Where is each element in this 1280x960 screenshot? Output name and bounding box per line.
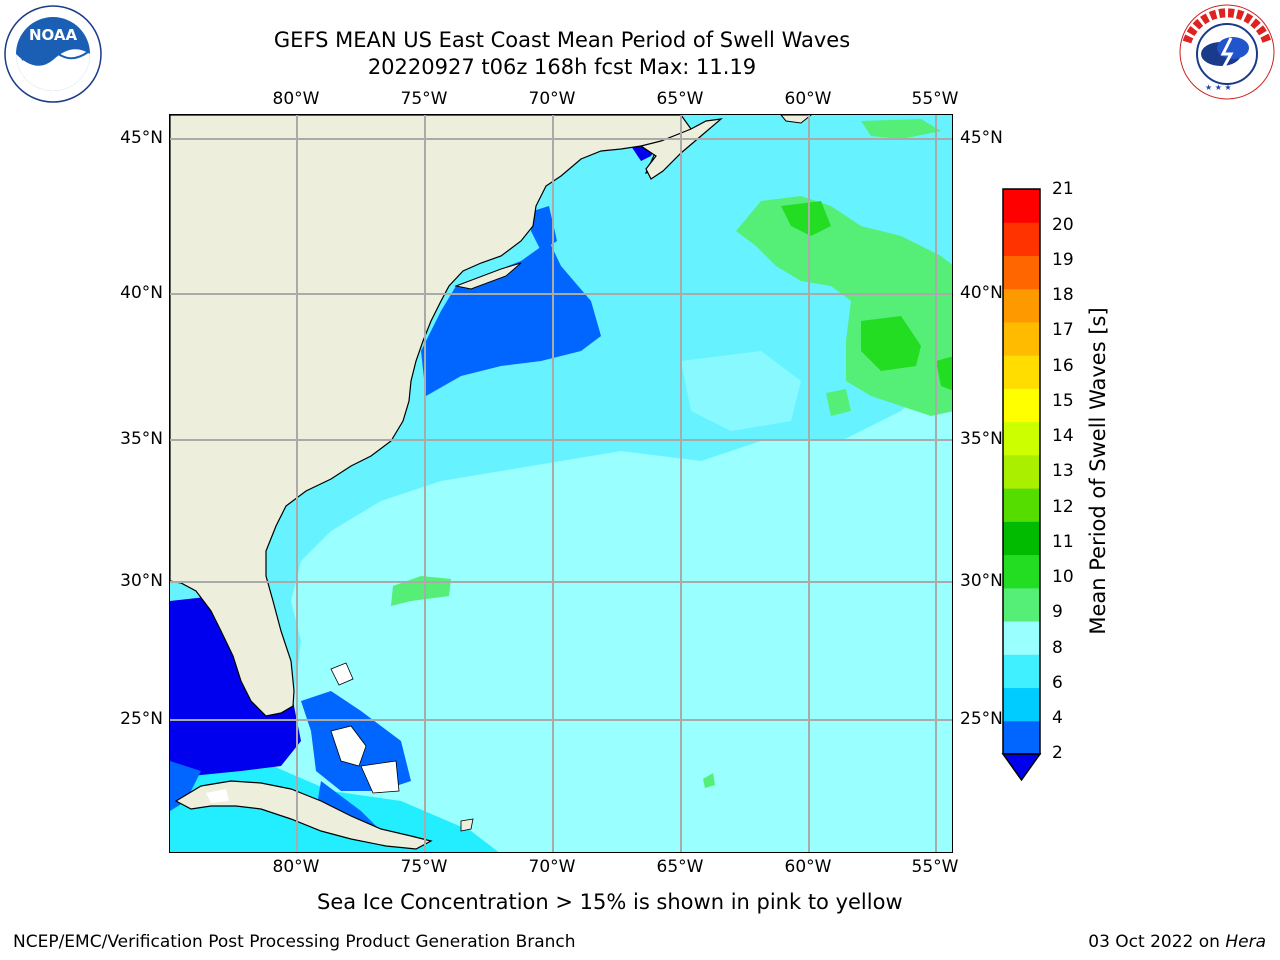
colorbar-tick-11: 11 <box>1052 532 1074 552</box>
footer-host: Hera <box>1225 932 1266 952</box>
chart-subtitle: 20220927 t06z 168h fcst Max: 11.19 <box>367 55 757 79</box>
colorbar-segment <box>1003 321 1040 356</box>
lon-tick-top-55w: 55°W <box>911 89 959 109</box>
colorbar-segment <box>1003 421 1040 456</box>
colorbar-segment <box>1003 189 1040 223</box>
chart-title: GEFS MEAN US East Coast Mean Period of S… <box>273 28 851 52</box>
ocean-cyan-region <box>170 115 952 852</box>
lat-tick-right-35n: 35°N <box>960 429 1003 449</box>
lon-tick-top-75w: 75°W <box>400 89 448 109</box>
lat-tick-left-45n: 45°N <box>120 128 163 148</box>
long-island-land <box>454 262 522 290</box>
colorbar-under-arrow <box>1001 753 1042 782</box>
newfoundland-land <box>780 115 812 124</box>
lon-tick-bottom-80w: 80°W <box>272 857 320 877</box>
green-patch-south <box>703 773 715 788</box>
noaa-logo: NOAA <box>4 5 102 103</box>
colorbar-segment <box>1003 355 1040 389</box>
colorbar-tick-6: 6 <box>1052 673 1063 693</box>
colorbar-tick-12: 12 <box>1052 497 1074 517</box>
colorbar-tick-15: 15 <box>1052 391 1074 411</box>
lat-tick-right-40n: 40°N <box>960 283 1003 303</box>
swell-period-map <box>170 115 952 852</box>
lon-tick-bottom-65w: 65°W <box>656 857 704 877</box>
ocean-pale-patch-2 <box>681 351 801 431</box>
colorbar-segment <box>1003 587 1040 622</box>
lon-tick-top-70w: 70°W <box>528 89 576 109</box>
svg-text:★ ★ ★: ★ ★ ★ <box>1205 83 1232 92</box>
bahamas-island-2 <box>360 760 400 794</box>
green-patch-small-1 <box>826 389 851 416</box>
colorbar-tick-18: 18 <box>1052 285 1074 305</box>
colorbar-tick-20: 20 <box>1052 215 1074 235</box>
colorbar-tick-9: 9 <box>1052 602 1063 622</box>
bahamas-island-3 <box>330 662 354 686</box>
colorbar-tick-17: 17 <box>1052 320 1074 340</box>
colorbar-tick-14: 14 <box>1052 426 1074 446</box>
colorbar-segment <box>1003 454 1040 489</box>
colorbar-outline <box>1002 188 1041 755</box>
colorbar <box>1001 188 1042 782</box>
gulf-blue-edge <box>170 761 201 811</box>
cuba-nodata-patch <box>206 789 229 803</box>
hispaniola-edge <box>460 818 474 832</box>
colorbar-segment <box>1003 720 1040 755</box>
lat-tick-right-45n: 45°N <box>960 128 1003 148</box>
footer-date-text: 03 Oct 2022 on <box>1088 932 1226 952</box>
colorbar-segment <box>1003 288 1040 323</box>
lat-tick-left-30n: 30°N <box>120 571 163 591</box>
north-america-land <box>170 115 692 717</box>
lat-tick-left-25n: 25°N <box>120 709 163 729</box>
colorbar-tick-19: 19 <box>1052 250 1074 270</box>
dark-green-patch-3 <box>936 356 952 391</box>
gulf-of-maine-blue <box>531 206 557 251</box>
lat-tick-left-40n: 40°N <box>120 283 163 303</box>
lon-tick-bottom-75w: 75°W <box>400 857 448 877</box>
cuba-land <box>174 780 433 850</box>
colorbar-segment <box>1003 222 1040 256</box>
colorbar-tick-8: 8 <box>1052 638 1063 658</box>
colorbar-label: Mean Period of Swell Waves [s] <box>1086 307 1110 635</box>
lon-tick-bottom-60w: 60°W <box>784 857 832 877</box>
colorbar-segment <box>1003 388 1040 423</box>
colorbar-tick-21: 21 <box>1052 179 1074 199</box>
colorbar-segment <box>1003 687 1040 722</box>
colorbar-segment <box>1003 654 1040 689</box>
sea-ice-note: Sea Ice Concentration > 15% is shown in … <box>317 890 903 914</box>
lon-tick-top-65w: 65°W <box>656 89 704 109</box>
colorbar-tick-2: 2 <box>1052 743 1063 763</box>
colorbar-segment <box>1003 255 1040 290</box>
green-patch-subtropic <box>391 576 451 606</box>
nws-logo: ★ ★ ★ <box>1179 4 1275 100</box>
midatlantic-blue-region <box>421 241 601 396</box>
lon-tick-top-60w: 60°W <box>784 89 832 109</box>
colorbar-tick-16: 16 <box>1052 356 1074 376</box>
noaa-logo-text: NOAA <box>29 26 78 44</box>
colorbar-tick-13: 13 <box>1052 461 1074 481</box>
lon-tick-top-80w: 80°W <box>272 89 320 109</box>
dark-green-patch-1 <box>781 201 831 236</box>
gulf-dark-blue-region <box>170 597 301 791</box>
colorbar-segment <box>1003 521 1040 556</box>
map-panel <box>169 114 953 853</box>
colorbar-segment <box>1003 621 1040 655</box>
lon-tick-bottom-55w: 55°W <box>911 857 959 877</box>
colorbar-segment <box>1003 488 1040 522</box>
colorbar-segments <box>1003 189 1040 755</box>
footer-date: 03 Oct 2022 on Hera <box>1088 932 1266 952</box>
footer-credit: NCEP/EMC/Verification Post Processing Pr… <box>13 932 576 952</box>
lat-tick-right-25n: 25°N <box>960 709 1003 729</box>
lat-tick-right-30n: 30°N <box>960 571 1003 591</box>
lon-tick-bottom-70w: 70°W <box>528 857 576 877</box>
map-gridlines <box>170 115 952 852</box>
dark-green-patch-2 <box>861 316 921 371</box>
colorbar-tick-4: 4 <box>1052 708 1063 728</box>
green-patch-north <box>861 119 941 139</box>
colorbar-tick-10: 10 <box>1052 567 1074 587</box>
bahamas-island-1 <box>330 725 367 767</box>
lat-tick-left-35n: 35°N <box>120 429 163 449</box>
colorbar-segment <box>1003 554 1040 589</box>
